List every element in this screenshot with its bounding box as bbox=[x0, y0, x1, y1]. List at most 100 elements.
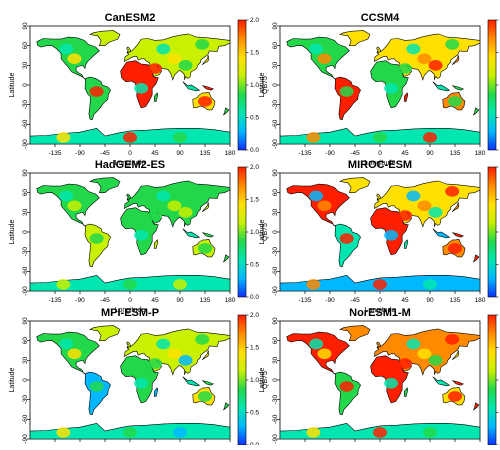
value-patch bbox=[178, 207, 193, 218]
landmass-britain bbox=[126, 193, 131, 200]
value-patch bbox=[306, 427, 321, 438]
x-tick-label: -45 bbox=[350, 297, 360, 304]
y-tick-label: 60 bbox=[22, 337, 29, 345]
value-patch bbox=[134, 66, 149, 78]
x-tick-label: 45 bbox=[401, 297, 409, 304]
x-axis-label: Longitude bbox=[115, 160, 146, 167]
y-tick-label: -60 bbox=[22, 119, 29, 129]
x-tick-label: 135 bbox=[450, 297, 461, 304]
colorbar bbox=[487, 166, 497, 298]
landmass-greenland bbox=[339, 325, 371, 342]
x-tick-label: 90 bbox=[426, 150, 434, 157]
x-tick-label: -45 bbox=[100, 297, 110, 304]
value-patch bbox=[373, 132, 387, 143]
x-tick-label: -135 bbox=[48, 150, 61, 157]
y-tick-label: 60 bbox=[272, 189, 279, 197]
value-patch bbox=[56, 427, 71, 438]
value-patch bbox=[445, 334, 460, 345]
y-tick-label: -90 bbox=[22, 434, 29, 444]
x-tick-label: 90 bbox=[426, 297, 434, 304]
y-tick-label: 60 bbox=[22, 42, 29, 50]
colorbar-tick-label: 2.0 bbox=[250, 164, 259, 171]
value-patch bbox=[167, 53, 182, 65]
value-patch bbox=[428, 60, 443, 71]
x-tick-label: -45 bbox=[100, 150, 110, 157]
landmass-south-america bbox=[334, 76, 361, 121]
value-patch bbox=[178, 60, 193, 71]
x-axis-label: Longitude bbox=[365, 160, 396, 167]
x-tick-label: 180 bbox=[225, 150, 236, 157]
x-tick-label: -90 bbox=[75, 297, 85, 304]
landmass-south-america bbox=[84, 371, 111, 416]
colorbar-label: QB75 bbox=[262, 371, 269, 389]
landmass-britain bbox=[376, 341, 381, 348]
landmass-japan bbox=[201, 55, 210, 65]
landmass-south-america bbox=[84, 76, 111, 121]
landmass-new-zealand bbox=[223, 402, 230, 411]
colorbar bbox=[487, 19, 497, 151]
y-tick-label: -30 bbox=[22, 247, 29, 257]
landmass-greenland bbox=[89, 177, 121, 193]
value-patch bbox=[423, 427, 437, 438]
panel-title: NorESM1-M bbox=[349, 307, 411, 319]
value-patch bbox=[384, 361, 399, 373]
value-patch bbox=[398, 210, 412, 221]
value-patch bbox=[339, 86, 354, 97]
landmass-new-guinea bbox=[451, 232, 464, 238]
x-tick-label: -90 bbox=[75, 150, 85, 157]
value-patch bbox=[445, 39, 460, 50]
landmass-indonesia bbox=[432, 376, 451, 387]
panel-title: MPI-ESM-P bbox=[101, 307, 159, 319]
value-patch bbox=[134, 82, 149, 94]
y-tick-label: -60 bbox=[272, 414, 279, 424]
x-tick-label: 135 bbox=[450, 150, 461, 157]
value-patch bbox=[123, 427, 137, 438]
value-patch bbox=[89, 381, 104, 392]
landmass-indonesia bbox=[432, 81, 451, 92]
value-patch bbox=[317, 348, 332, 360]
landmass-new-guinea bbox=[201, 85, 214, 91]
value-patch bbox=[67, 53, 82, 65]
map-panel: HadGEM2-ES -135 -90 -45 0 45 90 135 180 -90 -60 -30… bbox=[9, 159, 269, 314]
value-patch bbox=[398, 358, 412, 369]
landmass-indonesia bbox=[432, 228, 451, 239]
value-patch bbox=[67, 348, 82, 360]
landmass-greenland bbox=[339, 177, 371, 193]
value-patch bbox=[306, 279, 321, 290]
value-patch bbox=[134, 361, 149, 373]
y-tick-label: 0 bbox=[22, 83, 29, 87]
landmass-britain bbox=[376, 46, 381, 53]
y-tick-label: -90 bbox=[272, 139, 279, 149]
colorbar-tick-label: 0.5 bbox=[250, 410, 259, 417]
x-tick-label: 180 bbox=[475, 297, 486, 304]
landmass-japan bbox=[201, 350, 210, 360]
value-patch bbox=[134, 229, 149, 241]
y-tick-label: -90 bbox=[22, 139, 29, 149]
value-patch bbox=[148, 358, 162, 369]
value-patch bbox=[339, 381, 354, 392]
colorbar-tick-label: 0.5 bbox=[250, 115, 259, 122]
x-tick-label: 90 bbox=[176, 150, 184, 157]
value-patch bbox=[173, 132, 187, 143]
x-tick-label: 45 bbox=[401, 150, 409, 157]
landmass-japan bbox=[451, 202, 460, 212]
value-patch bbox=[423, 132, 437, 143]
value-patch bbox=[56, 132, 71, 143]
value-patch bbox=[167, 200, 182, 212]
value-patch bbox=[89, 86, 104, 97]
y-axis-label: Latitude bbox=[9, 219, 16, 244]
value-patch bbox=[384, 229, 399, 241]
value-patch bbox=[173, 427, 187, 438]
value-patch bbox=[89, 233, 104, 244]
x-tick-label: 90 bbox=[176, 297, 184, 304]
x-axis-label: Longitude bbox=[115, 307, 146, 314]
y-tick-label: -60 bbox=[272, 266, 279, 276]
landmass-madagascar bbox=[404, 239, 409, 249]
landmass-new-guinea bbox=[451, 85, 464, 91]
land-layer bbox=[280, 30, 480, 144]
colorbar-tick-label: 1.5 bbox=[250, 197, 259, 204]
value-patch bbox=[173, 279, 187, 290]
value-patch bbox=[309, 338, 324, 350]
x-tick-label: 135 bbox=[200, 297, 211, 304]
value-patch bbox=[339, 233, 354, 244]
